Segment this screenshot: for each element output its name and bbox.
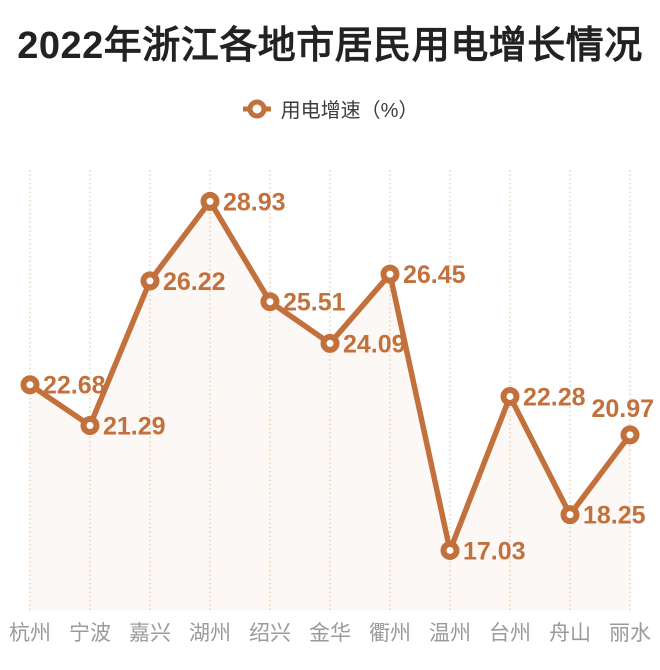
x-axis-label: 丽水 — [609, 622, 651, 645]
data-point-marker — [380, 264, 400, 284]
value-label: 25.51 — [283, 289, 346, 317]
vertical-gridlines — [29, 170, 631, 610]
data-point-marker — [80, 415, 100, 435]
data-point-marker — [200, 191, 220, 211]
data-point-markers — [20, 191, 640, 560]
value-labels: 22.68 21.29 26.22 28.93 25.51 24.09 26.45 17.03… — [43, 188, 654, 565]
value-label: 22.68 — [43, 372, 106, 400]
x-axis-label: 衢州 — [369, 622, 411, 645]
legend-label: 用电增速（%） — [280, 100, 419, 122]
value-label: 18.25 — [583, 502, 646, 530]
value-label: 22.28 — [523, 383, 586, 411]
x-axis-labels: 杭州 宁波 嘉兴 湖州 绍兴 金华 衢州 温州 台州 舟山 丽水 — [9, 622, 651, 645]
value-label: 24.09 — [343, 330, 406, 358]
value-label: 26.45 — [403, 261, 466, 289]
value-label: 21.29 — [103, 412, 166, 440]
legend-item[interactable]: 用电增速（%） — [0, 94, 660, 123]
x-axis-label: 舟山 — [549, 622, 591, 645]
chart-title: 2022年浙江各地市居民用电增长情况 — [17, 25, 643, 67]
value-label: 28.93 — [223, 188, 286, 216]
area-fill — [30, 201, 630, 610]
x-axis-label: 金华 — [309, 622, 351, 645]
line-chart: 22.68 21.29 26.22 28.93 25.51 24.09 26.45 17.03… — [9, 170, 654, 645]
data-point-marker — [260, 292, 280, 312]
data-point-marker — [500, 386, 520, 406]
data-point-marker — [440, 540, 460, 560]
x-axis-label: 台州 — [489, 622, 531, 645]
x-axis-label: 湖州 — [189, 622, 231, 645]
data-point-marker — [20, 375, 40, 395]
data-point-marker — [620, 425, 640, 445]
x-axis-label: 绍兴 — [249, 622, 291, 645]
value-label: 20.97 — [591, 395, 654, 423]
x-axis-label: 温州 — [429, 622, 471, 645]
value-label: 26.22 — [163, 268, 226, 296]
data-point-marker — [560, 505, 580, 525]
x-axis-label: 杭州 — [9, 622, 51, 645]
data-point-marker — [320, 333, 340, 353]
x-axis-label: 嘉兴 — [129, 622, 171, 645]
legend-line-marker-icon — [242, 99, 271, 118]
x-axis-label: 宁波 — [69, 622, 111, 645]
data-point-marker — [140, 271, 160, 291]
value-label: 17.03 — [463, 537, 526, 565]
